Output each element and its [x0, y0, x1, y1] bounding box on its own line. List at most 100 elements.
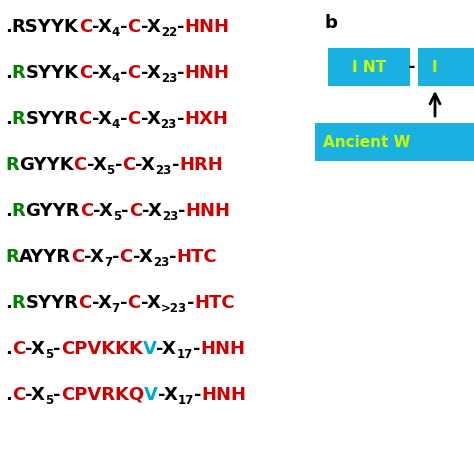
Text: -: -	[408, 58, 416, 76]
Text: 17: 17	[176, 347, 192, 361]
Text: -X: -X	[158, 386, 178, 404]
Text: 5: 5	[107, 164, 115, 176]
Text: HXH: HXH	[184, 110, 228, 128]
Text: -: -	[120, 64, 128, 82]
Text: RSYYK: RSYYK	[12, 18, 79, 36]
Text: 23: 23	[161, 118, 177, 130]
Text: Ancient W: Ancient W	[323, 135, 410, 149]
Text: HNH: HNH	[186, 202, 231, 220]
Text: 4: 4	[112, 118, 120, 130]
Text: R: R	[12, 202, 26, 220]
Text: -X: -X	[87, 156, 107, 174]
Text: -X: -X	[133, 248, 153, 266]
Text: C: C	[79, 64, 92, 82]
Text: C: C	[79, 110, 92, 128]
Text: C: C	[71, 248, 84, 266]
Text: 23: 23	[161, 72, 177, 84]
Text: 7: 7	[104, 255, 112, 268]
Text: .: .	[5, 340, 12, 358]
Text: -X: -X	[25, 386, 45, 404]
Text: C: C	[122, 156, 136, 174]
Text: .: .	[5, 202, 12, 220]
Text: SYYR: SYYR	[26, 294, 79, 312]
Text: .: .	[5, 64, 12, 82]
Text: C: C	[80, 202, 93, 220]
Text: -: -	[194, 386, 201, 404]
Text: -X: -X	[136, 156, 155, 174]
Text: HRH: HRH	[179, 156, 223, 174]
Text: 5: 5	[45, 347, 53, 361]
Text: I: I	[432, 60, 438, 74]
Text: 23: 23	[155, 164, 172, 176]
Text: C: C	[128, 64, 141, 82]
Text: -: -	[121, 202, 129, 220]
Text: -X: -X	[141, 294, 161, 312]
Text: -: -	[120, 18, 128, 36]
Text: -: -	[192, 340, 200, 358]
Text: 23: 23	[162, 210, 178, 222]
Text: C: C	[12, 340, 25, 358]
Text: AYYR: AYYR	[19, 248, 71, 266]
Text: C: C	[119, 248, 133, 266]
Text: GYYR: GYYR	[26, 202, 80, 220]
Text: >23: >23	[161, 301, 187, 315]
Text: .: .	[5, 18, 12, 36]
Text: -X: -X	[156, 340, 176, 358]
Text: V: V	[143, 340, 156, 358]
Text: -: -	[177, 110, 184, 128]
Text: HNH: HNH	[184, 64, 229, 82]
Text: SYYR: SYYR	[26, 110, 79, 128]
Text: R: R	[12, 64, 26, 82]
Text: 7: 7	[112, 301, 120, 315]
Text: -X: -X	[25, 340, 45, 358]
Text: .: .	[5, 386, 12, 404]
Text: 4: 4	[112, 26, 120, 38]
Text: V: V	[144, 386, 158, 404]
Text: I NT: I NT	[352, 60, 386, 74]
Text: -X: -X	[92, 64, 112, 82]
Text: 5: 5	[113, 210, 121, 222]
Text: -X: -X	[141, 18, 161, 36]
Text: -: -	[169, 248, 176, 266]
Text: GYYK: GYYK	[19, 156, 73, 174]
Text: SYYK: SYYK	[26, 64, 79, 82]
Text: CPVRKQ: CPVRKQ	[61, 386, 144, 404]
Text: HNH: HNH	[184, 18, 229, 36]
Text: .: .	[5, 294, 12, 312]
Text: -: -	[53, 340, 61, 358]
Text: b: b	[325, 14, 338, 32]
Text: 22: 22	[161, 26, 177, 38]
Text: C: C	[79, 18, 92, 36]
Text: -X: -X	[93, 202, 113, 220]
Text: HTC: HTC	[194, 294, 235, 312]
Text: C: C	[129, 202, 142, 220]
Text: HTC: HTC	[176, 248, 217, 266]
Text: C: C	[128, 110, 141, 128]
Text: -X: -X	[92, 294, 112, 312]
Text: -X: -X	[92, 110, 112, 128]
Text: 23: 23	[153, 255, 169, 268]
Text: R: R	[5, 156, 19, 174]
Text: -X: -X	[142, 202, 162, 220]
FancyBboxPatch shape	[418, 48, 474, 86]
Text: -X: -X	[141, 110, 161, 128]
Text: R: R	[5, 248, 19, 266]
Text: 17: 17	[178, 393, 194, 407]
Text: -: -	[172, 156, 179, 174]
Text: -: -	[112, 248, 119, 266]
Text: -: -	[120, 294, 128, 312]
Text: R: R	[12, 294, 26, 312]
Text: 5: 5	[45, 393, 53, 407]
Text: R: R	[12, 110, 26, 128]
Text: -: -	[178, 202, 186, 220]
Text: -: -	[120, 110, 128, 128]
Text: C: C	[128, 294, 141, 312]
Text: .: .	[5, 110, 12, 128]
FancyBboxPatch shape	[328, 48, 410, 86]
Text: -X: -X	[92, 18, 112, 36]
Text: -: -	[53, 386, 61, 404]
Text: -: -	[115, 156, 122, 174]
Text: C: C	[12, 386, 25, 404]
Text: 4: 4	[112, 72, 120, 84]
Text: HNH: HNH	[201, 386, 246, 404]
